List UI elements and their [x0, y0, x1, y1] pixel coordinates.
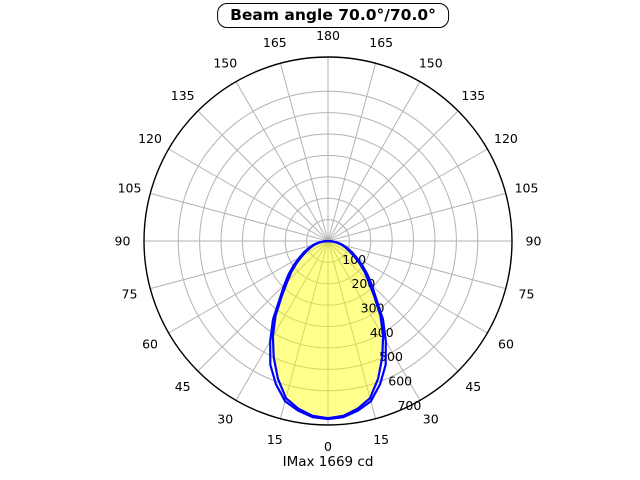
polar-outer-circle	[143, 56, 513, 426]
polar-grid-spoke	[150, 192, 329, 242]
angle-tick-label: 75	[519, 287, 535, 302]
polar-grid-spoke	[327, 240, 377, 419]
angle-tick-label: 75	[122, 287, 138, 302]
angle-tick-label: 105	[515, 180, 539, 195]
angle-tick-label: 165	[263, 35, 287, 50]
polar-grid-ring	[306, 219, 350, 263]
angle-tick-label: 0	[324, 439, 332, 454]
polar-grid-ring	[199, 112, 457, 370]
polar-grid-spoke	[168, 148, 329, 242]
angle-tick-label: 105	[118, 180, 142, 195]
angle-tick-label: 150	[213, 56, 237, 71]
beam-curve-c90	[271, 239, 385, 420]
angle-tick-label: 45	[465, 379, 481, 394]
angle-tick-label: 135	[171, 88, 195, 103]
polar-grid-spoke	[327, 148, 488, 242]
polar-grid-spoke	[279, 240, 329, 419]
angle-tick-label: 30	[217, 411, 233, 426]
angle-tick-label: 165	[369, 35, 393, 50]
polar-grid-spoke	[197, 110, 329, 242]
angle-tick-label: 15	[267, 432, 283, 447]
polar-grid-spoke	[197, 240, 329, 372]
radius-tick-label: 700	[397, 398, 421, 413]
angle-tick-label: 60	[142, 336, 158, 351]
angle-tick-label: 180	[316, 28, 340, 43]
angle-tick-label: 60	[498, 336, 514, 351]
angle-tick-label: 90	[526, 234, 542, 249]
polar-grid-spoke	[327, 81, 421, 242]
polar-grid-spoke	[150, 240, 329, 290]
angle-tick-label: 90	[115, 234, 131, 249]
polar-grid-spoke	[327, 240, 506, 290]
angle-tick-label: 135	[461, 88, 485, 103]
polar-grid-spoke	[327, 110, 459, 242]
polar-grid-ring	[263, 176, 393, 306]
imax-caption: IMax 1669 cd	[282, 454, 374, 470]
angle-tick-label: 45	[175, 379, 191, 394]
polar-grid-ring	[177, 90, 479, 392]
polar-grid-spoke	[327, 192, 506, 242]
polar-grid-ring	[284, 197, 372, 285]
beam-fill	[272, 241, 384, 419]
radius-tick-label: 600	[388, 373, 412, 388]
polar-grid-spoke	[279, 63, 329, 242]
polar-grid-spoke	[327, 240, 421, 401]
chart-title: Beam angle 70.0°/70.0°	[217, 3, 449, 28]
polar-grid-ring	[220, 133, 436, 349]
polar-grid-spoke	[327, 240, 459, 372]
polar-grid-spoke	[235, 81, 329, 242]
angle-tick-label: 120	[138, 131, 162, 146]
polar-grid-ring	[241, 154, 415, 328]
angle-tick-label: 15	[373, 432, 389, 447]
polar-grid-spoke	[235, 240, 329, 401]
angle-tick-label: 150	[419, 56, 443, 71]
angle-tick-label: 120	[494, 131, 518, 146]
angle-tick-label: 30	[423, 411, 439, 426]
polar-grid-spoke	[327, 63, 377, 242]
